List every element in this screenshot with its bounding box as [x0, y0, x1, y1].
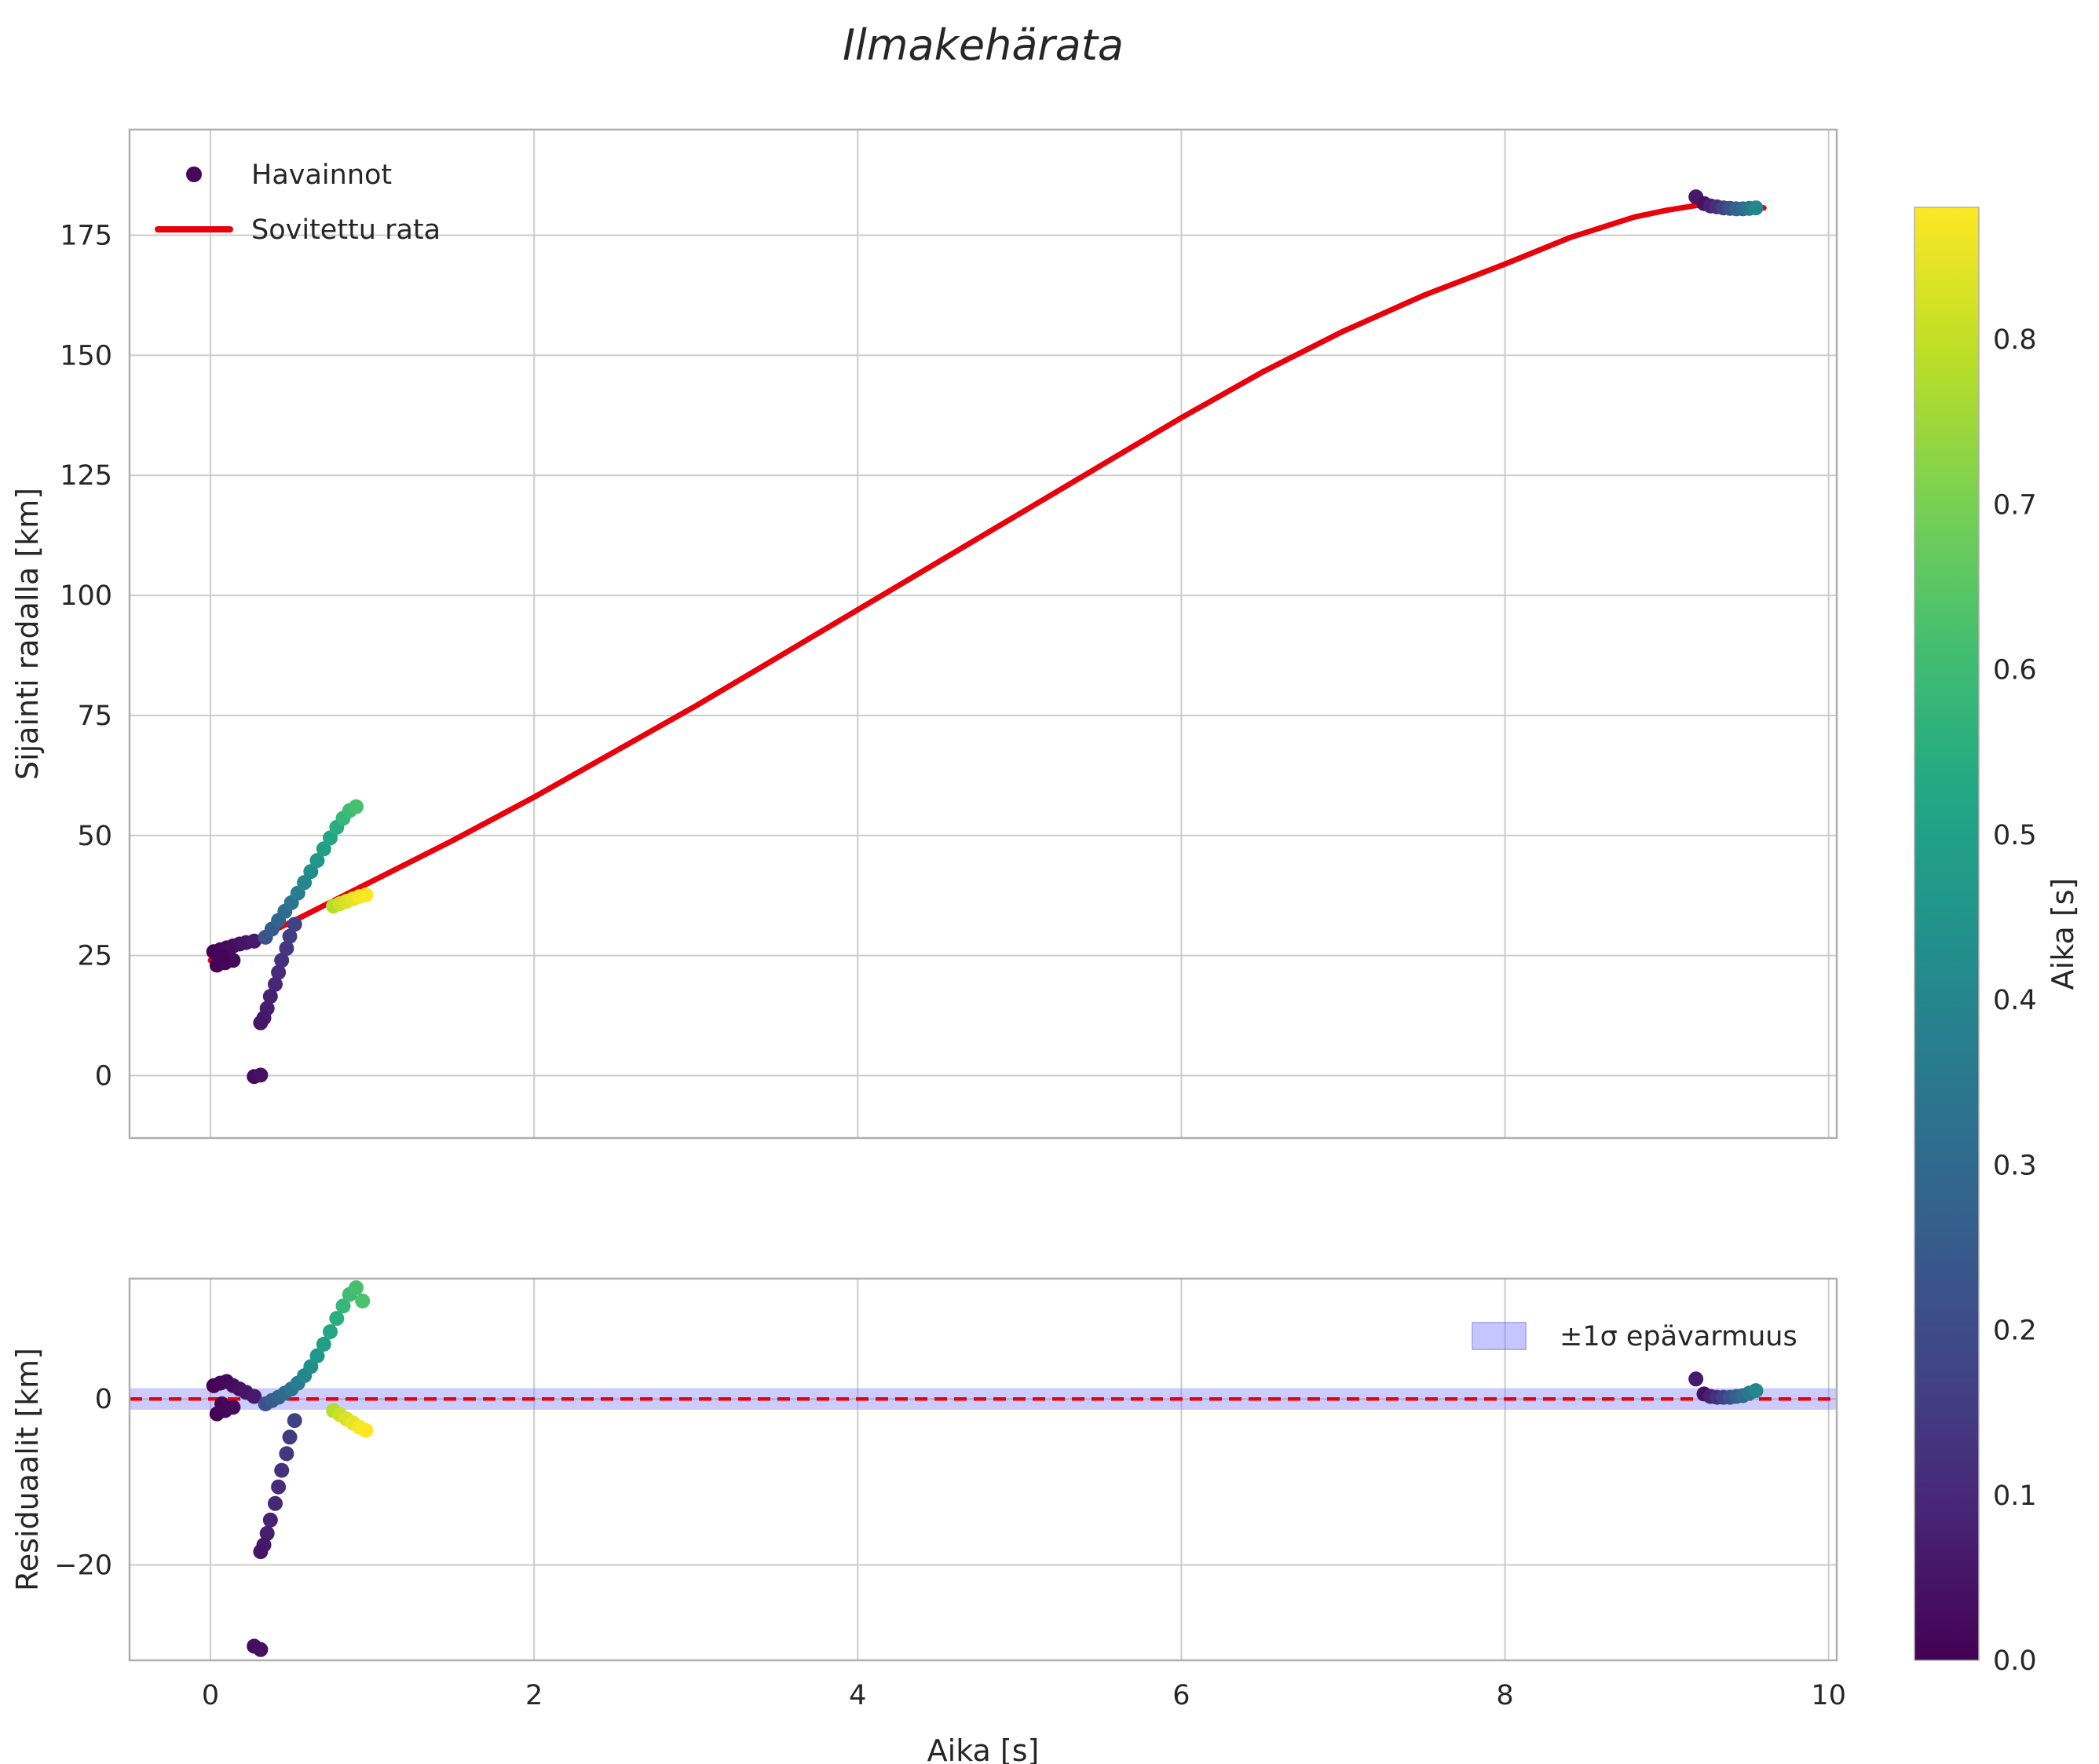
residual-point	[259, 1525, 275, 1541]
x-tick-label: 4	[849, 1680, 866, 1711]
scatter-point	[309, 853, 325, 869]
colorbar: 0.0 0.1 0.2 0.3 0.4 0.5 0.6 0.7 0.8 Aika [s]	[1914, 207, 2080, 1677]
residual-point	[253, 1544, 269, 1560]
residual-point	[225, 1400, 241, 1415]
colorbar-tick-label: 0.3	[1993, 1150, 2037, 1181]
scatter-point	[1748, 200, 1764, 216]
scatter-point	[247, 933, 262, 949]
scatter-point	[214, 950, 229, 965]
scatter-point	[253, 1015, 269, 1030]
x-tick-label: 2	[525, 1680, 543, 1711]
scatter-point	[262, 989, 278, 1005]
x-axis-label: Aika [s]	[927, 1733, 1040, 1764]
scatter-point	[358, 887, 374, 903]
x-tick-label: 0	[202, 1680, 219, 1711]
residual-point	[316, 1337, 331, 1352]
y-tick-label: 25	[77, 941, 112, 972]
legend: Havainnot Sovitettu rata	[155, 159, 441, 246]
legend-label: Havainnot	[251, 159, 392, 191]
colorbar-tick-label: 0.7	[1993, 489, 2037, 521]
colorbar-tick-label: 0.5	[1993, 820, 2037, 851]
residual-point	[355, 1294, 371, 1308]
plot-frame	[128, 1277, 1838, 1662]
colorbar-tick-label: 0.8	[1993, 324, 2037, 356]
y-tick-label: 50	[77, 821, 112, 852]
x-tick-label: 6	[1172, 1680, 1190, 1711]
residual-point	[282, 1429, 298, 1445]
plot-frame	[128, 128, 1838, 1140]
colorbar-tick-label: 0.2	[1993, 1316, 2037, 1347]
legend-label: Sovitettu rata	[251, 214, 441, 246]
residual-point	[335, 1298, 351, 1314]
residual-point	[214, 1396, 229, 1411]
y-axis-label: Residuaalit [km]	[10, 1348, 45, 1591]
chart-title: Ilmakehärata	[843, 20, 1124, 70]
residual-point	[1748, 1383, 1764, 1399]
colorbar-tick-label: 0.6	[1993, 655, 2037, 686]
legend-marker-dot	[186, 167, 202, 182]
scatter-point	[253, 1067, 269, 1083]
legend-label: ±1σ epävarmuus	[1560, 1321, 1797, 1352]
residual-plot: −20 0 0 2 4 6 8 10 Residuaalit [km] Aika [s] ±1σ e…	[10, 1277, 1846, 1764]
residual-point	[271, 1479, 287, 1495]
y-tick-label: −20	[54, 1550, 112, 1582]
residual-point	[1688, 1371, 1704, 1387]
legend: ±1σ epävarmuus	[1472, 1321, 1797, 1352]
scatter-point	[297, 875, 313, 891]
y-tick-label: 100	[60, 580, 112, 612]
residual-point	[309, 1348, 325, 1363]
legend-marker-patch	[1472, 1322, 1527, 1350]
residual-point	[349, 1280, 364, 1296]
fitted-line	[207, 200, 1767, 964]
y-tick-label: 0	[95, 1061, 112, 1092]
scatter-point	[271, 964, 287, 980]
scatter-point	[225, 953, 241, 968]
residual-point	[262, 1512, 278, 1528]
x-tick-label: 10	[1811, 1680, 1846, 1711]
residual-point	[358, 1422, 374, 1438]
scatter-point	[287, 917, 302, 932]
top-plot: 0 25 50 75 100 125 150 175 Sijainti radalla [km]…	[10, 128, 1838, 1140]
y-tick-label: 75	[77, 701, 112, 732]
scatter-point	[349, 799, 364, 814]
residual-point	[303, 1359, 319, 1374]
colorbar-label: Aika [s]	[2046, 878, 2080, 990]
residual-point	[323, 1324, 338, 1340]
x-tick-label: 8	[1496, 1680, 1513, 1711]
y-tick-label: 150	[60, 340, 112, 371]
scatter-point	[268, 976, 283, 992]
y-tick-label: 125	[60, 460, 112, 492]
scatter-point	[282, 928, 298, 944]
colorbar-tick-label: 0.1	[1993, 1480, 2037, 1512]
colorbar-gradient	[1914, 207, 1980, 1661]
scatter-point	[274, 953, 290, 968]
y-tick-label: 175	[60, 221, 112, 252]
residual-point	[329, 1311, 345, 1327]
residual-point	[287, 1413, 302, 1429]
y-tick-label: 0	[95, 1384, 112, 1415]
colorbar-tick-label: 0.4	[1993, 985, 2037, 1016]
y-axis-label: Sijainti radalla [km]	[10, 488, 45, 780]
scatter-point	[279, 941, 294, 956]
scatter-point	[316, 841, 331, 857]
residual-point	[274, 1462, 290, 1478]
colorbar-tick-label: 0.0	[1993, 1645, 2037, 1677]
residual-point	[279, 1446, 294, 1462]
residual-point	[268, 1495, 283, 1511]
scatter-point	[303, 864, 319, 880]
residual-point	[247, 1389, 262, 1404]
residual-point	[253, 1641, 269, 1657]
